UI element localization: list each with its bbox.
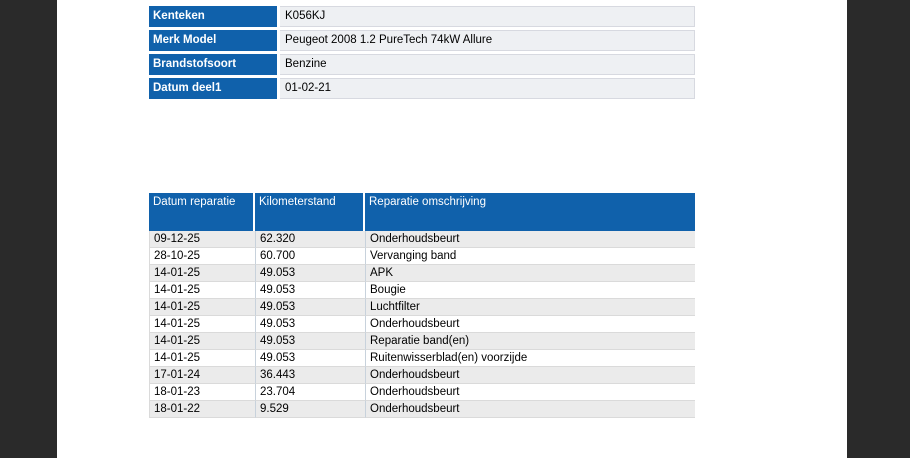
cell-kilometerstand: 49.053 <box>256 299 366 316</box>
cell-reparatie-omschrijving: Onderhoudsbeurt <box>366 384 695 401</box>
vehicle-info-value: Peugeot 2008 1.2 PureTech 74kW Allure <box>280 30 695 51</box>
cell-datum-reparatie: 28-10-25 <box>150 248 256 265</box>
vehicle-info-table: Kenteken K056KJ Merk Model Peugeot 2008 … <box>149 6 695 102</box>
column-header-kilometerstand: Kilometerstand <box>255 193 365 231</box>
cell-datum-reparatie: 14-01-25 <box>150 282 256 299</box>
cell-kilometerstand: 49.053 <box>256 316 366 333</box>
vehicle-info-row: Merk Model Peugeot 2008 1.2 PureTech 74k… <box>149 30 695 51</box>
table-row: 17-01-24 36.443 Onderhoudsbeurt <box>150 367 695 384</box>
document-page: Kenteken K056KJ Merk Model Peugeot 2008 … <box>57 0 847 458</box>
cell-reparatie-omschrijving: Ruitenwisserblad(en) voorzijde <box>366 350 695 367</box>
cell-reparatie-omschrijving: Onderhoudsbeurt <box>366 316 695 333</box>
cell-datum-reparatie: 14-01-25 <box>150 350 256 367</box>
repair-table-header-row: Datum reparatie Kilometerstand Reparatie… <box>149 193 695 231</box>
column-header-datum-reparatie: Datum reparatie <box>149 193 255 231</box>
cell-datum-reparatie: 14-01-25 <box>150 316 256 333</box>
table-row: 09-12-25 62.320 Onderhoudsbeurt <box>150 231 695 248</box>
cell-kilometerstand: 23.704 <box>256 384 366 401</box>
cell-kilometerstand: 49.053 <box>256 282 366 299</box>
cell-reparatie-omschrijving: Onderhoudsbeurt <box>366 401 695 418</box>
cell-reparatie-omschrijving: Onderhoudsbeurt <box>366 231 695 248</box>
cell-kilometerstand: 49.053 <box>256 350 366 367</box>
cell-datum-reparatie: 14-01-25 <box>150 333 256 350</box>
table-row: 14-01-25 49.053 Bougie <box>150 282 695 299</box>
cell-kilometerstand: 9.529 <box>256 401 366 418</box>
table-row: 18-01-22 9.529 Onderhoudsbeurt <box>150 401 695 418</box>
vehicle-info-label: Merk Model <box>149 30 277 51</box>
cell-reparatie-omschrijving: APK <box>366 265 695 282</box>
repair-history-table: Datum reparatie Kilometerstand Reparatie… <box>149 193 695 418</box>
cell-kilometerstand: 62.320 <box>256 231 366 248</box>
table-row: 18-01-23 23.704 Onderhoudsbeurt <box>150 384 695 401</box>
table-row: 14-01-25 49.053 Onderhoudsbeurt <box>150 316 695 333</box>
cell-datum-reparatie: 18-01-22 <box>150 401 256 418</box>
vehicle-info-label: Kenteken <box>149 6 277 27</box>
cell-reparatie-omschrijving: Reparatie band(en) <box>366 333 695 350</box>
vehicle-info-row: Brandstofsoort Benzine <box>149 54 695 75</box>
cell-kilometerstand: 49.053 <box>256 265 366 282</box>
cell-datum-reparatie: 14-01-25 <box>150 299 256 316</box>
column-header-reparatie-omschrijving: Reparatie omschrijving <box>369 196 486 208</box>
table-row: 14-01-25 49.053 Luchtfilter <box>150 299 695 316</box>
cell-kilometerstand: 60.700 <box>256 248 366 265</box>
vehicle-info-row: Kenteken K056KJ <box>149 6 695 27</box>
cell-reparatie-omschrijving: Vervanging band <box>366 248 695 265</box>
cell-reparatie-omschrijving: Onderhoudsbeurt <box>366 367 695 384</box>
cell-datum-reparatie: 17-01-24 <box>150 367 256 384</box>
vehicle-info-row: Datum deel1 01-02-21 <box>149 78 695 99</box>
table-row: 14-01-25 49.053 APK <box>150 265 695 282</box>
vehicle-info-value: K056KJ <box>280 6 695 27</box>
cell-reparatie-omschrijving: Bougie <box>366 282 695 299</box>
cell-datum-reparatie: 18-01-23 <box>150 384 256 401</box>
table-row: 28-10-25 60.700 Vervanging band <box>150 248 695 265</box>
cell-kilometerstand: 36.443 <box>256 367 366 384</box>
cell-reparatie-omschrijving: Luchtfilter <box>366 299 695 316</box>
vehicle-info-label: Datum deel1 <box>149 78 277 99</box>
repair-table-body: 09-12-25 62.320 Onderhoudsbeurt 28-10-25… <box>149 231 695 418</box>
cell-kilometerstand: 49.053 <box>256 333 366 350</box>
vehicle-info-label: Brandstofsoort <box>149 54 277 75</box>
vehicle-info-value: Benzine <box>280 54 695 75</box>
vehicle-info-value: 01-02-21 <box>280 78 695 99</box>
table-row: 14-01-25 49.053 Reparatie band(en) <box>150 333 695 350</box>
table-row: 14-01-25 49.053 Ruitenwisserblad(en) voo… <box>150 350 695 367</box>
cell-datum-reparatie: 14-01-25 <box>150 265 256 282</box>
cell-datum-reparatie: 09-12-25 <box>150 231 256 248</box>
